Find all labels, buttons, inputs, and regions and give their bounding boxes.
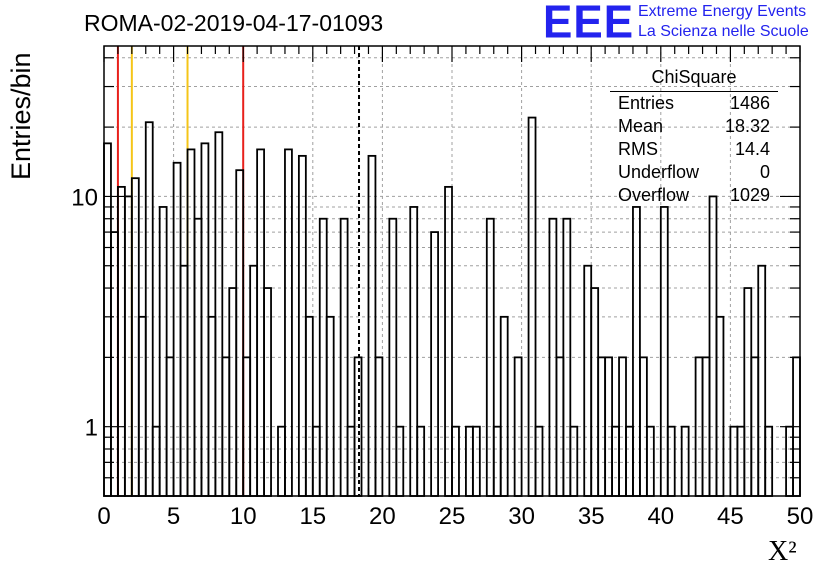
stats-row-overflow: Overflow 1029 xyxy=(618,185,770,207)
histogram-bin xyxy=(409,206,419,497)
x-tick-label: 40 xyxy=(647,503,674,530)
x-tick-label: 15 xyxy=(299,503,326,530)
y-tick-label: 1 xyxy=(85,415,98,442)
histogram-bin xyxy=(130,177,140,497)
histogram-bin xyxy=(144,121,154,497)
histogram-bin xyxy=(228,287,238,497)
histogram-bin xyxy=(117,185,126,497)
histogram-bin xyxy=(743,287,753,497)
histogram-bin xyxy=(304,315,314,497)
stats-divider xyxy=(610,91,778,92)
logo-line-2: La Scienza nelle Scuole xyxy=(638,23,809,40)
histogram-bin xyxy=(172,161,182,497)
histogram-bin xyxy=(708,195,718,497)
histogram-bin xyxy=(284,148,293,497)
histogram-bin xyxy=(214,131,224,497)
eee-logo-mark: EEE xyxy=(543,0,635,49)
x-tick-label: 5 xyxy=(167,503,180,530)
histogram-bin xyxy=(659,206,669,497)
stats-row-rms: RMS 14.4 xyxy=(618,139,770,161)
stats-key: RMS xyxy=(618,139,658,159)
histogram-bin xyxy=(715,315,725,497)
stats-value: 14.4 xyxy=(734,139,770,159)
y-tick-label: 10 xyxy=(71,184,98,211)
stats-value: 1486 xyxy=(729,93,770,113)
histogram-bin xyxy=(110,231,119,497)
histogram-bin xyxy=(444,185,453,497)
histogram-bin xyxy=(499,315,509,497)
stats-key: Entries xyxy=(618,93,675,113)
stats-title: ChiSquare xyxy=(651,67,737,87)
x-tick-label: 45 xyxy=(717,503,744,530)
x-tick-label: 30 xyxy=(508,503,535,530)
stats-value: 1029 xyxy=(729,185,770,205)
stats-key: Mean xyxy=(618,116,664,136)
histogram-bin xyxy=(249,264,259,497)
histogram-bin xyxy=(757,264,767,497)
stats-key: Underflow xyxy=(618,162,700,182)
histogram-bin xyxy=(179,264,189,497)
histogram-bin xyxy=(527,116,537,497)
histogram-bin xyxy=(590,287,600,497)
histogram-bin xyxy=(263,287,272,497)
histogram-bin xyxy=(123,195,133,497)
histogram-bin xyxy=(325,315,335,497)
histogram-bin xyxy=(256,148,265,497)
tick-labels: 0 5 10 15 20 25 30 35 40 45 50 1 10 xyxy=(71,184,813,530)
logo-line-1: Extreme Energy Events xyxy=(638,3,807,20)
histogram-bin xyxy=(632,206,641,497)
stats-row-mean: Mean 18.32 xyxy=(618,116,770,138)
stats-key: Overflow xyxy=(618,185,690,205)
stats-row-underflow: Underflow 0 xyxy=(618,162,770,184)
x-tick-label: 25 xyxy=(439,503,466,530)
histogram-bin xyxy=(158,206,168,497)
x-tick-label: 50 xyxy=(787,503,814,530)
reference-lines xyxy=(116,46,361,496)
histogram-bin xyxy=(186,148,196,497)
histogram-bin xyxy=(583,264,593,497)
x-tick-label: 20 xyxy=(369,503,396,530)
x-tick-label: 10 xyxy=(230,503,257,530)
stats-value: 18.32 xyxy=(724,116,770,136)
y-axis-label: Entries/bin xyxy=(6,52,36,180)
x-tick-label: 35 xyxy=(578,503,605,530)
stats-box: ChiSquare Entries 1486 Mean 18.32 RMS 14… xyxy=(610,67,778,207)
histogram-bin xyxy=(430,231,439,497)
histogram-bin xyxy=(137,315,147,497)
x-axis-label: X² xyxy=(768,536,797,567)
x-tick-label: 0 xyxy=(97,503,110,530)
axis-ticks xyxy=(103,46,801,496)
stats-value: 0 xyxy=(759,162,770,182)
histogram-bin xyxy=(207,315,217,497)
chart-title: ROMA-02-2019-04-17-01093 xyxy=(84,10,384,36)
stats-row-entries: Entries 1486 xyxy=(618,93,770,115)
